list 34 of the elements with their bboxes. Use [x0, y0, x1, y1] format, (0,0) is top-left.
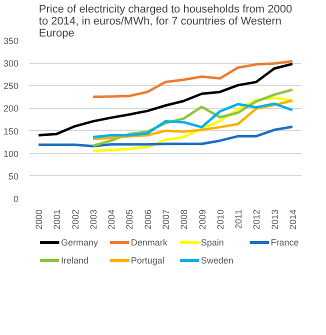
- line-series: [92, 60, 294, 98]
- x-tick-label: 2009: [197, 209, 208, 230]
- x-tick-label: 2000: [34, 209, 44, 230]
- x-tick-label: 2007: [161, 209, 171, 230]
- chart-title: Price of electricity charged to households from 2000 to 2014, in euros/MWh, for 7 countries of Western Europe: [38, 4, 292, 40]
- x-tick-label: 2008: [179, 209, 190, 230]
- y-tick-label: 350: [3, 36, 19, 46]
- x-tick-label: 2003: [88, 209, 98, 230]
- legend-label: Sweden: [200, 256, 234, 266]
- y-tick-label: 200: [3, 104, 19, 114]
- x-tick-label: 2012: [252, 209, 262, 230]
- y-tick-label: 50: [8, 171, 19, 182]
- x-tick-label: 2010: [215, 209, 226, 230]
- line-series: [37, 125, 294, 148]
- legend-label: Germany: [60, 238, 98, 248]
- y-tick-label: 150: [3, 126, 19, 136]
- x-tick-label: 2005: [124, 209, 135, 230]
- x-tick-label: 2006: [142, 209, 153, 230]
- legend-label: France: [270, 238, 299, 248]
- x-tick-label: 2014: [288, 209, 298, 230]
- legend-label: Ireland: [60, 256, 89, 266]
- y-tick-label: 300: [3, 58, 19, 69]
- y-tick-label: 250: [3, 81, 19, 92]
- line-series: [37, 62, 294, 137]
- x-tick-label: 2002: [70, 209, 80, 230]
- legend-label: Portugal: [130, 256, 164, 266]
- legend-label: Denmark: [130, 238, 168, 248]
- legend-label: Spain: [200, 238, 224, 248]
- x-tick-label: 2011: [234, 209, 244, 229]
- y-tick-label: 100: [3, 148, 19, 159]
- x-tick-label: 2001: [52, 209, 62, 230]
- x-tick-label: 2004: [106, 209, 117, 230]
- x-tick-label: 2013: [270, 209, 280, 230]
- y-tick-label: 0: [13, 194, 19, 204]
